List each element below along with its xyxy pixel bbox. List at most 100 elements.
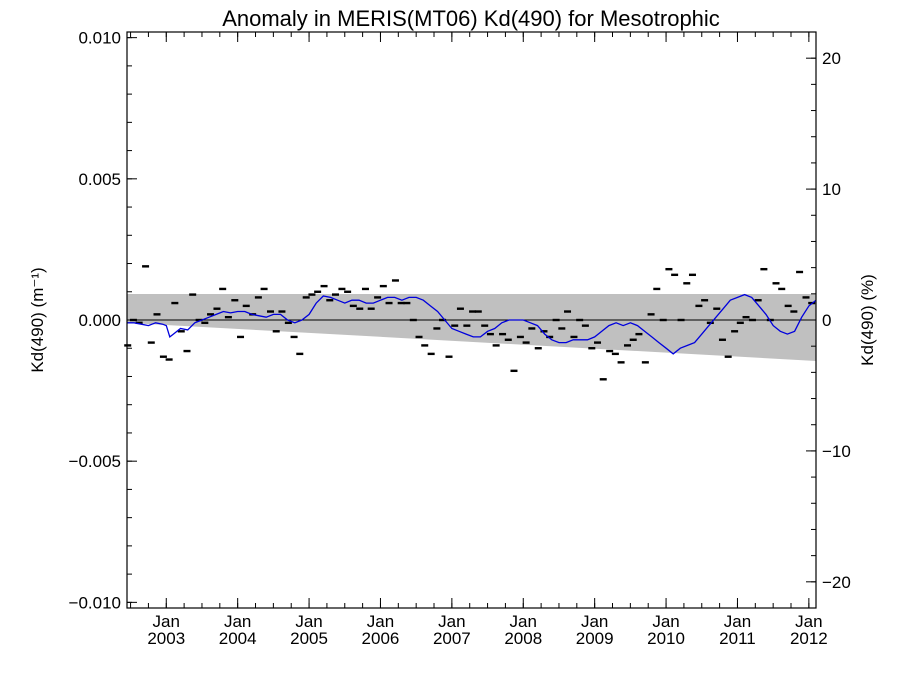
left-tick-label: 0.010: [78, 29, 121, 48]
data-point: [760, 267, 768, 271]
data-point: [499, 332, 507, 336]
data-point: [624, 344, 632, 347]
monthly-points-layer: [124, 265, 816, 381]
data-point: [439, 318, 447, 322]
right-tick-label: −20: [822, 573, 851, 592]
data-point: [695, 304, 703, 308]
data-point: [641, 361, 649, 364]
data-point: [409, 318, 417, 322]
data-point: [671, 273, 679, 277]
data-point: [142, 265, 150, 268]
data-point: [344, 290, 352, 293]
data-point: [784, 304, 792, 308]
data-point: [237, 335, 245, 339]
chart-title: Anomaly in MERIS(MT06) Kd(490) for Mesot…: [222, 6, 720, 31]
x-tick-month: Jan: [367, 612, 394, 631]
data-point: [367, 307, 375, 310]
data-point: [486, 332, 494, 336]
uncertainty-band: [127, 294, 816, 361]
data-point: [433, 327, 441, 330]
x-tick-month: Jan: [795, 612, 822, 631]
data-point: [778, 287, 786, 291]
data-point: [492, 344, 500, 347]
data-point: [135, 321, 143, 325]
data-point: [391, 279, 399, 282]
x-tick-year: 2006: [362, 629, 400, 648]
x-tick-month: Jan: [153, 612, 180, 631]
data-point: [326, 299, 334, 302]
data-point: [701, 299, 709, 302]
data-point: [581, 324, 589, 327]
data-point: [796, 270, 804, 274]
data-point: [522, 341, 530, 344]
left-tick-label: 0.000: [78, 311, 121, 330]
data-point: [349, 304, 357, 308]
data-point: [748, 318, 756, 322]
data-point: [790, 310, 798, 313]
data-point: [481, 324, 489, 327]
data-point: [599, 378, 607, 381]
data-point: [254, 296, 262, 299]
data-point: [171, 301, 179, 305]
running-mean-line: [127, 293, 817, 355]
x-tick-month: Jan: [581, 612, 608, 631]
data-point: [510, 369, 518, 373]
data-point: [403, 301, 411, 305]
data-point: [724, 355, 732, 358]
data-point: [528, 327, 536, 330]
data-point: [153, 313, 161, 316]
data-point: [629, 338, 637, 341]
data-point: [397, 301, 405, 305]
x-tick-year: 2008: [504, 629, 542, 648]
data-point: [736, 321, 744, 325]
x-tick-year: 2004: [219, 629, 257, 648]
data-point: [290, 335, 298, 339]
data-point: [534, 347, 542, 350]
x-tick-year: 2009: [576, 629, 614, 648]
right-tick-label: 0: [822, 311, 831, 330]
data-point: [231, 299, 239, 302]
right-axis: −20 −10 0 10 20: [806, 49, 851, 592]
data-point: [718, 338, 726, 341]
data-point: [338, 287, 346, 291]
x-tick-year: 2005: [290, 629, 328, 648]
data-point: [224, 315, 232, 319]
right-tick-label: 10: [822, 180, 841, 199]
y-axis-label-right: Kd(490) (%): [858, 274, 877, 366]
x-tick-month: Jan: [438, 612, 465, 631]
data-point: [802, 296, 810, 299]
data-point: [415, 335, 423, 339]
data-point: [611, 352, 619, 356]
data-point: [594, 341, 602, 344]
data-point: [463, 324, 471, 327]
data-point: [159, 355, 167, 358]
data-point: [659, 318, 667, 322]
right-tick-label: −10: [822, 442, 851, 461]
data-point: [207, 313, 215, 316]
data-point: [278, 310, 286, 313]
data-point: [677, 318, 685, 322]
data-point: [469, 310, 477, 313]
data-point: [772, 282, 780, 285]
data-point: [516, 335, 524, 339]
data-point: [385, 301, 393, 305]
data-point: [195, 318, 203, 322]
data-point: [331, 293, 339, 296]
x-tick-month: Jan: [295, 612, 322, 631]
data-point: [635, 332, 643, 336]
left-tick-label: −0.005: [69, 452, 121, 471]
data-point: [147, 341, 155, 344]
data-point: [742, 315, 750, 319]
data-point: [683, 282, 691, 285]
x-tick-month: Jan: [652, 612, 679, 631]
data-point: [421, 344, 429, 347]
data-point: [296, 352, 304, 356]
data-point: [314, 290, 322, 293]
x-tick-month: Jan: [510, 612, 537, 631]
data-point: [540, 330, 548, 333]
right-tick-label: 20: [822, 49, 841, 68]
data-point: [606, 349, 614, 353]
x-tick-year: 2003: [147, 629, 185, 648]
x-tick-month: Jan: [724, 612, 751, 631]
